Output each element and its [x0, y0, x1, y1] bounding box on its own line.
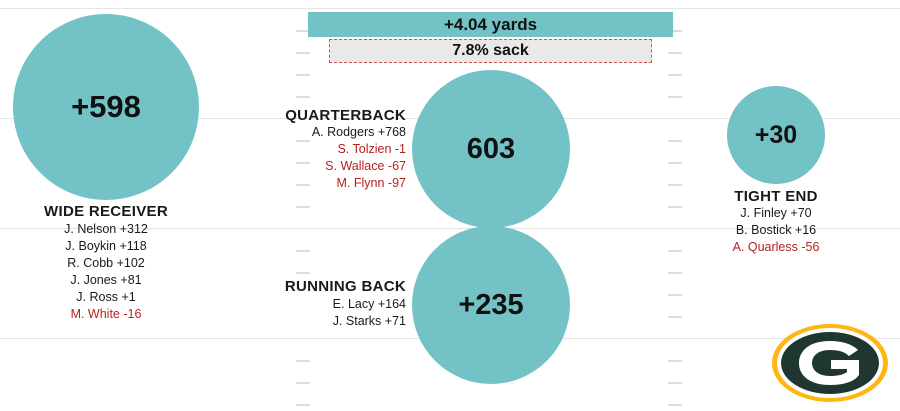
player-entry: B. Bostick +16: [735, 223, 817, 237]
player-entry: E. Lacy +164: [332, 297, 406, 311]
tight-end-title: TIGHT END: [734, 188, 818, 205]
field-line: [0, 228, 900, 229]
tight-end-players: J. Finley +70 B. Bostick +16 A. Quarless -…: [706, 205, 846, 256]
sack-rate-label: 7.8% sack: [452, 42, 529, 59]
player-entry: M. White -16: [70, 307, 142, 321]
player-entry: S. Tolzien -1: [337, 142, 406, 156]
wide-receiver-total: +598: [71, 89, 141, 124]
wide-receiver-players: J. Nelson +312 J. Boykin +118 R. Cobb +102…: [36, 221, 176, 323]
yards-per-play-bar: +4.04 yards: [308, 12, 673, 37]
player-entry: J. Finley +70: [740, 206, 812, 220]
player-entry: J. Boykin +118: [65, 239, 147, 253]
quarterback-players: A. Rodgers +768 S. Tolzien -1 S. Wallace -…: [250, 124, 406, 192]
running-back-title: RUNNING BACK: [284, 278, 406, 295]
running-back-players: E. Lacy +164 J. Starks +71: [250, 296, 406, 330]
tight-end-total: +30: [754, 120, 798, 149]
sack-rate-bar: 7.8% sack: [329, 39, 652, 63]
tight-end-bubble: +30: [727, 86, 825, 184]
quarterback-bubble: 603: [412, 70, 570, 228]
quarterback-total: 603: [466, 132, 516, 165]
player-entry: J. Jones +81: [70, 273, 142, 287]
wide-receiver-title: WIDE RECEIVER: [44, 203, 168, 220]
player-entry: M. Flynn -97: [336, 176, 406, 190]
running-back-bubble: +235: [412, 226, 570, 384]
player-entry: R. Cobb +102: [67, 256, 145, 270]
wide-receiver-bubble: +598: [13, 14, 199, 200]
player-entry: A. Quarless -56: [732, 240, 820, 254]
player-entry: J. Ross +1: [76, 290, 136, 304]
running-back-total: +235: [458, 288, 524, 321]
yards-per-play-label: +4.04 yards: [443, 14, 538, 34]
player-entry: J. Nelson +312: [64, 222, 148, 236]
player-entry: S. Wallace -67: [325, 159, 406, 173]
green-bay-packers-g-logo-icon: [772, 324, 888, 402]
player-entry: A. Rodgers +768: [311, 125, 406, 139]
field-line: [0, 8, 900, 9]
quarterback-title: QUARTERBACK: [285, 107, 406, 124]
player-entry: J. Starks +71: [332, 314, 406, 328]
